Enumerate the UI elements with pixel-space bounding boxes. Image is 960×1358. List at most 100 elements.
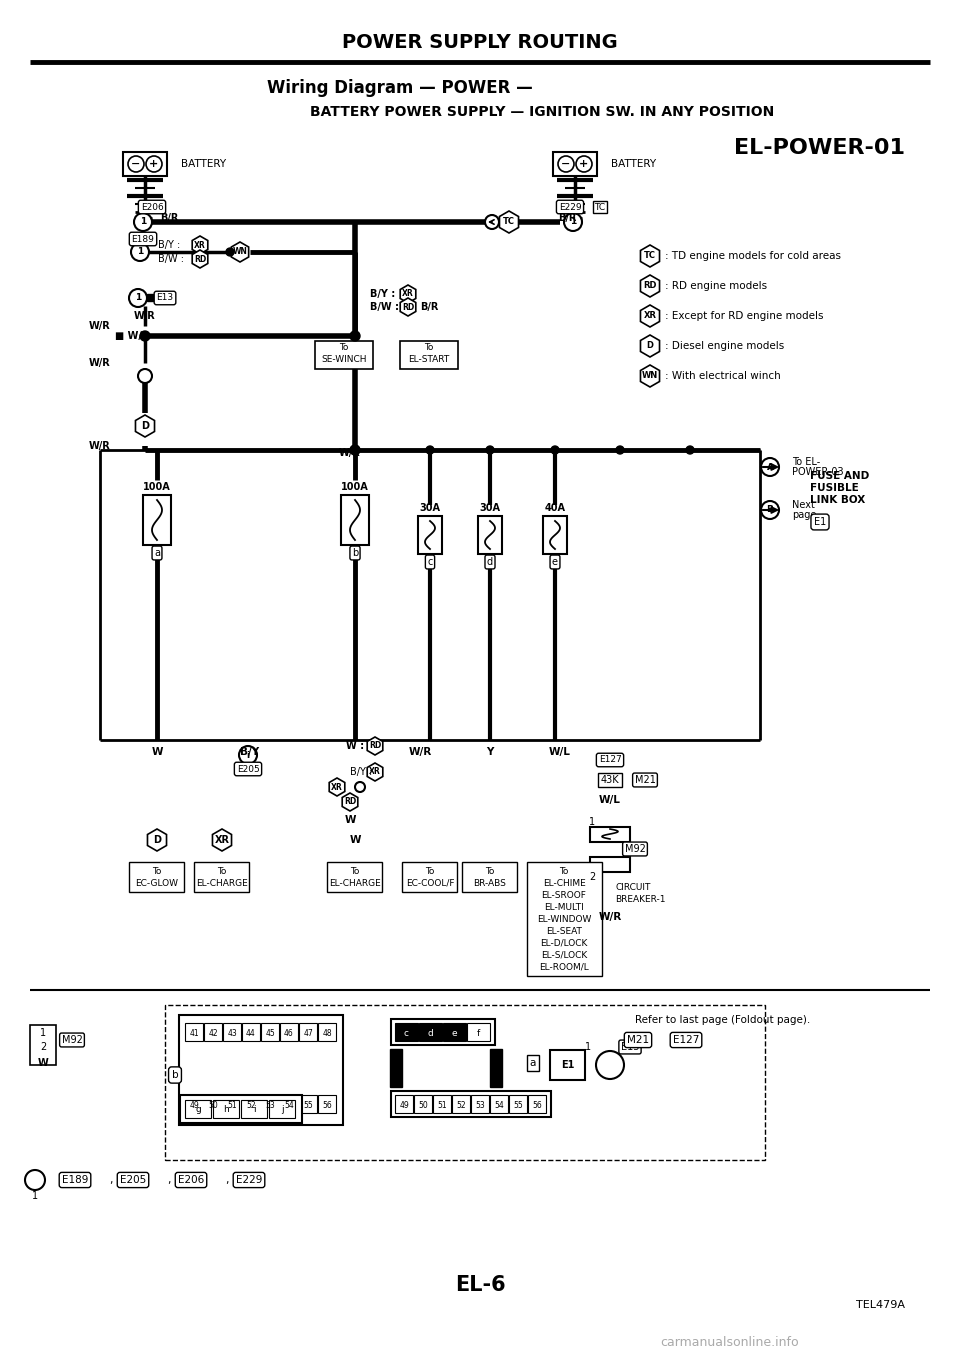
Text: b: b [172,1070,179,1080]
Bar [269,1100,295,1118]
Text: XR: XR [194,240,205,250]
Text: B/Y :: B/Y : [350,767,372,777]
Bar [509,1095,527,1114]
Text: E229: E229 [236,1175,262,1186]
Text: E13: E13 [156,293,174,303]
Bar [590,827,630,842]
Text: To: To [424,344,434,353]
Text: 51: 51 [228,1100,237,1109]
Text: EL-D/LOCK: EL-D/LOCK [540,938,588,948]
Text: 53: 53 [265,1100,275,1109]
Polygon shape [192,250,207,268]
Text: RD: RD [402,303,414,311]
Text: B/Y: B/Y [240,747,259,756]
Circle shape [558,156,574,172]
Text: M92: M92 [625,845,645,854]
Text: EL-START: EL-START [408,356,449,364]
Text: 1: 1 [134,293,141,303]
Text: E205: E205 [120,1175,146,1186]
Polygon shape [400,297,416,316]
Bar [341,496,369,545]
Bar [185,1100,211,1118]
Text: EL-6: EL-6 [455,1275,505,1296]
Text: ,: , [167,1175,171,1186]
Circle shape [485,215,499,230]
Text: 46: 46 [284,1028,294,1038]
Circle shape [138,369,152,383]
Polygon shape [135,416,155,437]
Text: EL-ROOM/L: EL-ROOM/L [540,963,588,971]
Text: EL-MULTI: EL-MULTI [544,903,584,911]
Text: E205: E205 [236,765,259,774]
Text: E206: E206 [178,1175,204,1186]
Bar [318,1023,336,1042]
Text: EL-CHARGE: EL-CHARGE [329,879,381,888]
Bar [223,1023,241,1042]
Bar [327,862,382,892]
Text: c: c [427,557,433,568]
Bar [280,1095,298,1114]
Text: 30A: 30A [479,502,500,513]
Text: POWER SUPPLY ROUTING: POWER SUPPLY ROUTING [342,33,618,52]
Text: To: To [217,866,227,876]
Bar [391,1018,495,1046]
Text: RD: RD [344,797,356,807]
Text: RD: RD [643,281,657,291]
Bar [185,1095,203,1114]
Circle shape [686,445,694,454]
Text: EL-S/LOCK: EL-S/LOCK [540,951,588,960]
Text: To EL-: To EL- [792,458,820,467]
Polygon shape [212,828,231,851]
Text: 56: 56 [532,1100,541,1109]
Text: BR-ABS: BR-ABS [473,879,507,888]
Text: 54: 54 [284,1100,294,1109]
Text: W/R: W/R [134,311,156,320]
Circle shape [616,445,624,454]
Text: 55: 55 [303,1100,313,1109]
Bar [400,341,458,369]
Bar [129,862,184,892]
Text: D: D [153,835,161,845]
Circle shape [25,1171,45,1190]
Text: f: f [477,1028,480,1038]
Bar [402,862,457,892]
Text: BATTERY: BATTERY [611,159,656,168]
Text: EL-CHARGE: EL-CHARGE [196,879,248,888]
Text: ,: , [109,1175,112,1186]
Polygon shape [499,210,518,234]
Circle shape [134,213,152,231]
Text: BATTERY POWER SUPPLY — IGNITION SW. IN ANY POSITION: BATTERY POWER SUPPLY — IGNITION SW. IN A… [310,105,775,120]
Text: W: W [349,835,361,845]
Bar [553,152,597,177]
Text: D: D [141,421,149,430]
Bar [213,1100,239,1118]
Text: EC-GLOW: EC-GLOW [135,879,179,888]
Text: 2: 2 [588,872,595,881]
Circle shape [355,782,365,792]
Polygon shape [231,242,249,262]
Circle shape [576,156,592,172]
Polygon shape [640,306,660,327]
Text: LINK BOX: LINK BOX [810,496,865,505]
Bar [490,1095,508,1114]
Text: M21: M21 [627,1035,649,1046]
Text: +: + [580,159,588,168]
Polygon shape [640,244,660,268]
Bar [147,293,154,301]
Text: i: i [252,1105,255,1115]
Bar [418,516,442,554]
Text: W: W [152,747,163,756]
Text: FUSIBLE: FUSIBLE [810,483,859,493]
Text: W/L: W/L [549,747,571,756]
Polygon shape [342,793,358,811]
Text: 1: 1 [570,217,576,227]
Text: h: h [223,1105,228,1115]
Text: TC: TC [644,251,656,261]
Circle shape [226,249,234,257]
Text: −: − [132,159,141,168]
Text: EC-COOL/F: EC-COOL/F [406,879,454,888]
Text: a: a [154,549,160,558]
Text: 48: 48 [323,1028,332,1038]
Text: e: e [552,557,558,568]
Text: 50: 50 [419,1100,428,1109]
